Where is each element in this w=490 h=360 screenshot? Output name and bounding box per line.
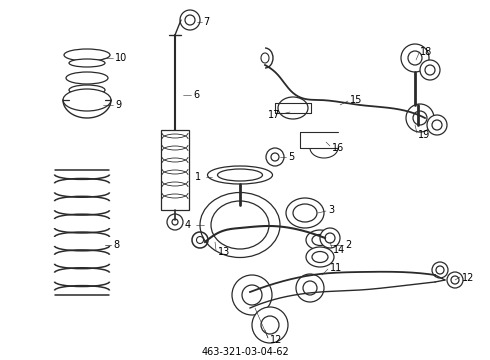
Circle shape bbox=[252, 307, 288, 343]
Ellipse shape bbox=[306, 247, 334, 267]
Circle shape bbox=[406, 104, 434, 132]
Circle shape bbox=[320, 228, 340, 248]
Text: 15: 15 bbox=[350, 95, 363, 105]
Circle shape bbox=[451, 276, 459, 284]
Circle shape bbox=[447, 272, 463, 288]
Text: 463-321-03-04-62: 463-321-03-04-62 bbox=[201, 347, 289, 357]
Ellipse shape bbox=[218, 169, 263, 181]
Text: 16: 16 bbox=[332, 143, 344, 153]
Ellipse shape bbox=[69, 59, 105, 67]
Circle shape bbox=[425, 65, 435, 75]
Bar bbox=[161, 130, 189, 210]
Circle shape bbox=[167, 214, 183, 230]
Circle shape bbox=[325, 233, 335, 243]
Ellipse shape bbox=[66, 72, 108, 84]
Ellipse shape bbox=[312, 252, 328, 262]
Circle shape bbox=[408, 51, 422, 65]
Text: 11: 11 bbox=[330, 263, 342, 273]
Ellipse shape bbox=[211, 201, 269, 249]
Text: 5: 5 bbox=[288, 152, 294, 162]
Text: 17: 17 bbox=[268, 110, 280, 120]
Text: 4: 4 bbox=[185, 220, 191, 230]
Text: 8: 8 bbox=[113, 240, 119, 250]
Circle shape bbox=[420, 60, 440, 80]
Circle shape bbox=[242, 285, 262, 305]
Text: 12: 12 bbox=[462, 273, 474, 283]
Text: 12: 12 bbox=[270, 335, 282, 345]
Text: 19: 19 bbox=[418, 130, 430, 140]
Text: 9: 9 bbox=[115, 100, 121, 110]
Ellipse shape bbox=[200, 193, 280, 257]
Ellipse shape bbox=[293, 204, 317, 222]
Ellipse shape bbox=[306, 230, 334, 250]
Text: 13: 13 bbox=[218, 247, 230, 257]
Ellipse shape bbox=[64, 49, 110, 61]
Ellipse shape bbox=[63, 89, 111, 111]
Text: 14: 14 bbox=[333, 245, 345, 255]
Text: 10: 10 bbox=[115, 53, 127, 63]
Circle shape bbox=[266, 148, 284, 166]
Circle shape bbox=[432, 262, 448, 278]
Text: 6: 6 bbox=[193, 90, 199, 100]
Circle shape bbox=[413, 111, 427, 125]
Circle shape bbox=[427, 115, 447, 135]
Ellipse shape bbox=[207, 166, 272, 184]
Text: 3: 3 bbox=[328, 205, 334, 215]
Ellipse shape bbox=[278, 97, 308, 119]
Circle shape bbox=[432, 120, 442, 130]
Circle shape bbox=[172, 219, 178, 225]
Circle shape bbox=[180, 10, 200, 30]
Circle shape bbox=[185, 15, 195, 25]
Circle shape bbox=[261, 316, 279, 334]
Circle shape bbox=[232, 275, 272, 315]
Ellipse shape bbox=[69, 85, 105, 95]
Circle shape bbox=[401, 44, 429, 72]
Text: 2: 2 bbox=[345, 240, 351, 250]
Ellipse shape bbox=[286, 198, 324, 228]
Circle shape bbox=[436, 266, 444, 274]
Ellipse shape bbox=[312, 234, 328, 246]
Circle shape bbox=[303, 281, 317, 295]
Circle shape bbox=[271, 153, 279, 161]
Text: 18: 18 bbox=[420, 47, 432, 57]
Text: 7: 7 bbox=[203, 17, 209, 27]
Text: 1: 1 bbox=[195, 172, 201, 182]
Circle shape bbox=[296, 274, 324, 302]
